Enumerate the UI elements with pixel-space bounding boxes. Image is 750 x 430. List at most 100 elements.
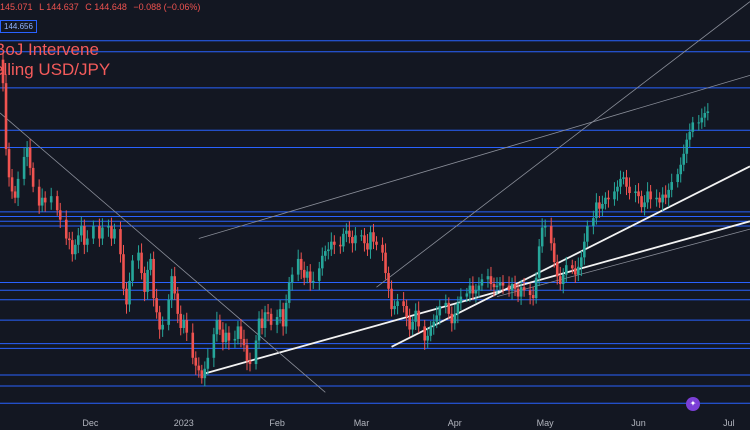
candle-body-135 — [480, 279, 484, 286]
candle-body-177 — [628, 186, 631, 194]
candle-body-109 — [390, 288, 393, 310]
candle-body-71 — [257, 318, 261, 341]
candle-body-61 — [221, 329, 225, 343]
candle-body-190 — [676, 174, 680, 183]
candle-body-5 — [13, 191, 17, 198]
candle-body-50 — [182, 320, 186, 328]
candle-body-2 — [4, 83, 8, 150]
candle-body-3 — [7, 149, 11, 178]
candle-body-126 — [450, 313, 454, 324]
candle-body-116 — [414, 310, 417, 322]
candle-body-28 — [107, 225, 110, 228]
candle-body-9 — [28, 147, 32, 168]
candle-body-93 — [333, 241, 336, 245]
x-axis: Dec 2023 Feb Mar Apr May Jun Jul — [82, 418, 734, 428]
candle-body-98 — [351, 236, 354, 244]
candle-body-72 — [260, 318, 264, 328]
candle-body-127 — [453, 313, 457, 324]
candle-body-111 — [396, 301, 399, 306]
candle-body-65 — [236, 326, 240, 339]
candle-body-46 — [170, 276, 173, 300]
candle-body-51 — [185, 320, 189, 333]
trendline-0 — [198, 74, 750, 239]
candle-body-76 — [275, 316, 279, 325]
candle-body-74 — [266, 312, 270, 314]
candle-body-49 — [179, 313, 183, 328]
candle-body-164 — [583, 241, 586, 258]
tradingview-logo-icon: ✦ — [686, 397, 700, 411]
candle-body-186 — [661, 194, 664, 203]
candle-body-154 — [549, 225, 553, 244]
candle-body-57 — [206, 357, 210, 369]
candle-body-161 — [574, 268, 577, 275]
candle-body-197 — [700, 117, 704, 123]
candle-body-129 — [459, 296, 463, 303]
candle-body-44 — [161, 324, 164, 330]
candle-body-36 — [137, 252, 140, 261]
candle-body-184 — [655, 197, 658, 200]
candle-body-141 — [501, 282, 505, 286]
candle-body-63 — [227, 332, 231, 341]
candle-body-11 — [37, 186, 41, 206]
candle-body-124 — [444, 302, 448, 306]
candle-body-137 — [489, 276, 493, 285]
candle-body-85 — [305, 271, 309, 278]
candle-body-179 — [637, 191, 640, 197]
ohlc-change-value: −0.088 (−0.06%) — [133, 2, 201, 12]
candle-body-100 — [360, 235, 363, 237]
candle-body-81 — [290, 274, 294, 283]
candle-body-66 — [239, 326, 243, 339]
candle-body-159 — [564, 265, 568, 275]
trendline-4 — [0, 112, 326, 393]
candle-body-146 — [519, 287, 523, 297]
candle-body-31 — [119, 229, 122, 255]
candle-body-25 — [92, 225, 95, 239]
candle-body-83 — [299, 258, 303, 270]
horizontal-levels — [0, 40, 750, 404]
candle-body-182 — [646, 191, 649, 203]
candle-body-156 — [555, 262, 559, 277]
candle-body-176 — [625, 177, 628, 187]
candle-body-101 — [363, 235, 366, 244]
candle-body-166 — [592, 218, 595, 226]
candle-body-157 — [558, 276, 562, 285]
candle-body-160 — [570, 265, 574, 269]
candle-body-173 — [616, 186, 619, 192]
candle-body-33 — [125, 288, 128, 305]
candle-body-193 — [685, 139, 689, 154]
candle-body-4 — [10, 177, 14, 192]
candle-body-32 — [122, 254, 125, 289]
candle-body-165 — [586, 225, 589, 242]
candle-body-123 — [438, 306, 442, 316]
candle-body-183 — [649, 191, 652, 200]
candle-body-187 — [664, 194, 667, 198]
candle-body-171 — [607, 197, 610, 200]
candle-body-39 — [146, 269, 149, 292]
candle-body-163 — [580, 257, 583, 267]
candle-body-22 — [80, 225, 83, 236]
candle-body-151 — [537, 246, 541, 278]
candle-body-77 — [278, 309, 282, 317]
candle-body-148 — [528, 290, 532, 296]
candle-body-19 — [70, 240, 74, 255]
ohlc-high-value: 145.071 — [0, 2, 33, 12]
candle-body-20 — [74, 244, 77, 255]
candle-body-42 — [155, 298, 158, 313]
candle-body-128 — [456, 302, 460, 314]
trendlines — [0, 1, 750, 393]
candle-body-189 — [670, 182, 673, 190]
candle-body-143 — [510, 284, 514, 291]
annotation-line-2: elling USD/JPY — [0, 60, 111, 79]
candle-body-107 — [384, 252, 387, 274]
candle-body-12 — [40, 197, 44, 206]
x-tick-label-0: Dec — [82, 418, 99, 428]
candle-body-181 — [643, 202, 646, 208]
candle-body-199 — [706, 111, 710, 113]
price-tag: 144.656 — [0, 20, 37, 33]
candle-body-153 — [543, 225, 547, 228]
candle-body-198 — [703, 112, 707, 118]
trendline-5 — [376, 1, 750, 288]
candle-body-150 — [534, 277, 538, 299]
candle-body-162 — [577, 266, 580, 275]
